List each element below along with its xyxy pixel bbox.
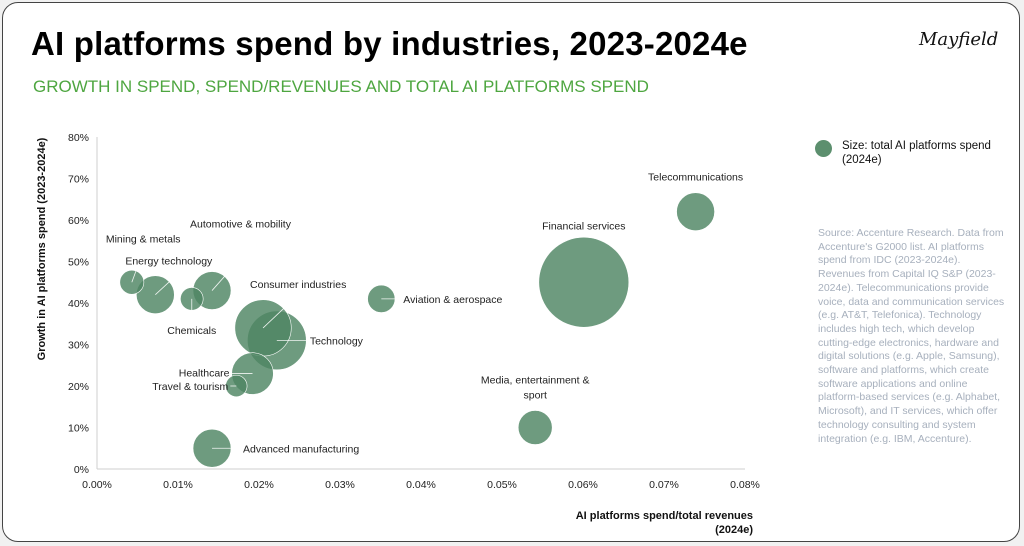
chart-legend: Size: total AI platforms spend (2024e) — [815, 139, 992, 167]
bubble — [234, 299, 292, 357]
leader-line — [211, 256, 243, 291]
y-tick-label: 70% — [68, 174, 89, 186]
bubble-label: Energy technology — [125, 256, 213, 268]
bubble-label: Mining & metals — [106, 233, 181, 245]
y-tick-label: 30% — [68, 340, 89, 352]
y-tick-label: 20% — [68, 381, 89, 393]
leader-line — [155, 270, 182, 295]
bubble-label: Media, entertainment & sport — [481, 375, 590, 402]
y-tick-label: 50% — [68, 257, 89, 269]
x-tick-label: 0.01% — [163, 479, 193, 491]
source-note: Source: Accenture Research. Data from Ac… — [818, 227, 1005, 445]
legend-swatch — [815, 140, 832, 157]
bubble-label: Healthcare — [179, 368, 230, 380]
bubble-label: Consumer industries — [250, 279, 346, 291]
bubble-label: Automotive & mobility — [190, 219, 292, 231]
y-tick-label: 80% — [68, 132, 89, 144]
bubble-label: Technology — [310, 335, 364, 347]
bubble-label: Advanced manufacturing — [243, 443, 359, 455]
legend-label: Size: total AI platforms spend (2024e) — [842, 140, 991, 166]
bubble — [538, 236, 630, 328]
bubble-label: Aviation & aerospace — [403, 294, 502, 306]
x-axis-title: AI platforms spend/total revenues (2024e) — [575, 510, 753, 536]
leader-line — [262, 293, 300, 329]
x-tick-label: 0.07% — [649, 479, 679, 491]
bubble-label: Travel & tourism — [152, 381, 228, 393]
page-title: AI platforms spend by industries, 2023-2… — [31, 25, 748, 62]
leader-line — [131, 244, 147, 283]
bubble-chart: 0% 10% 20% 30% 40% 50% 60% 70% 80% 0.00% 0.01% 0.02… — [68, 132, 760, 491]
x-tick-label: 0.03% — [325, 479, 355, 491]
x-tick-label: 0.08% — [730, 479, 760, 491]
bubble-label: Financial services — [542, 220, 625, 232]
x-tick-label: 0.06% — [568, 479, 598, 491]
chart-subtitle: GROWTH IN SPEND, SPEND/REVENUES AND TOTA… — [33, 77, 649, 96]
bubble — [517, 410, 553, 445]
x-tick-label: 0.05% — [487, 479, 517, 491]
y-tick-label: 60% — [68, 215, 89, 227]
x-tick-label: 0.04% — [406, 479, 436, 491]
bubble-label: Chemicals — [167, 325, 216, 337]
y-tick-label: 10% — [68, 423, 89, 435]
brand-logo: Mayfield — [919, 29, 999, 50]
y-tick-label: 0% — [74, 464, 89, 476]
bubble — [676, 192, 715, 232]
y-tick-label: 40% — [68, 298, 89, 310]
x-tick-label: 0.00% — [82, 479, 112, 491]
x-tick-label: 0.02% — [244, 479, 274, 491]
bubble-label: Telecommunications — [648, 172, 743, 184]
